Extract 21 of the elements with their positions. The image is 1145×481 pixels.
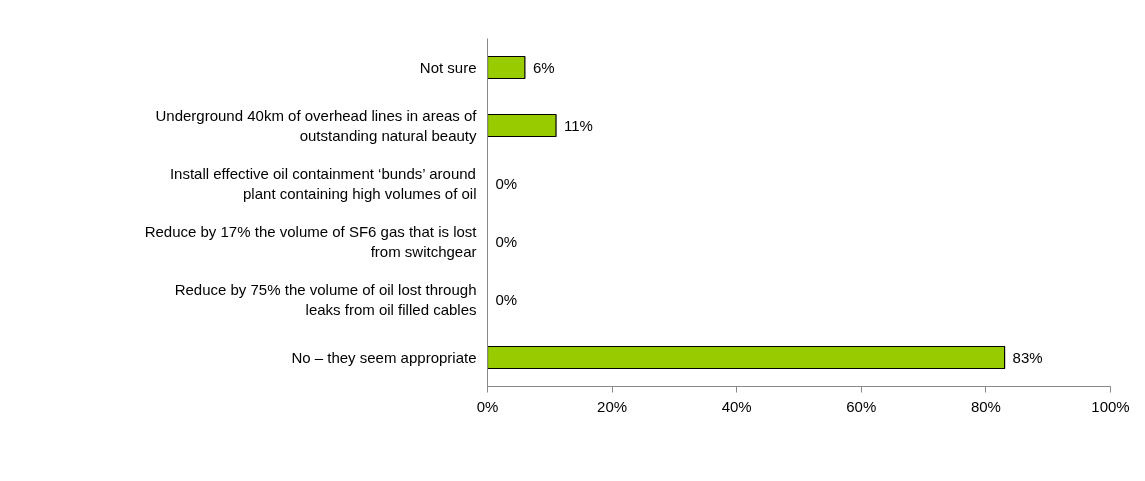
y-tick-label: Not sure: [419, 59, 477, 76]
y-tick-label: Reduce by 17% the volume of SF6 gas that is lost from switchgear: [144, 222, 478, 261]
x-tick-label: 40%: [721, 397, 752, 415]
y-tick-label: Reduce by 75% the volume of oil lost through leaks from oil filled cables: [174, 280, 477, 319]
x-tick-label: 60%: [846, 397, 877, 415]
bar: [487, 113, 557, 138]
bar: [487, 345, 1006, 370]
x-tick-label: 0%: [476, 397, 499, 415]
y-tick-label: Install effective oil containment ‘bunds’ around plant containing high volumes of oil: [169, 164, 477, 203]
x-tick-label: 20%: [597, 397, 628, 415]
y-tick-label: No – they seem appropriate: [291, 349, 477, 366]
x-tick-label: 80%: [970, 397, 1001, 415]
data-label: 83%: [1012, 349, 1043, 366]
data-label: 0%: [495, 291, 518, 308]
data-label: 11%: [564, 117, 593, 134]
data-label: 0%: [495, 233, 518, 250]
data-label: 0%: [495, 175, 518, 192]
y-tick-label: Underground 40km of overhead lines in areas of outstanding natural beauty: [155, 106, 478, 145]
data-label: 6%: [532, 59, 555, 76]
bar: [487, 55, 526, 80]
x-tick-label: 100%: [1091, 397, 1130, 415]
